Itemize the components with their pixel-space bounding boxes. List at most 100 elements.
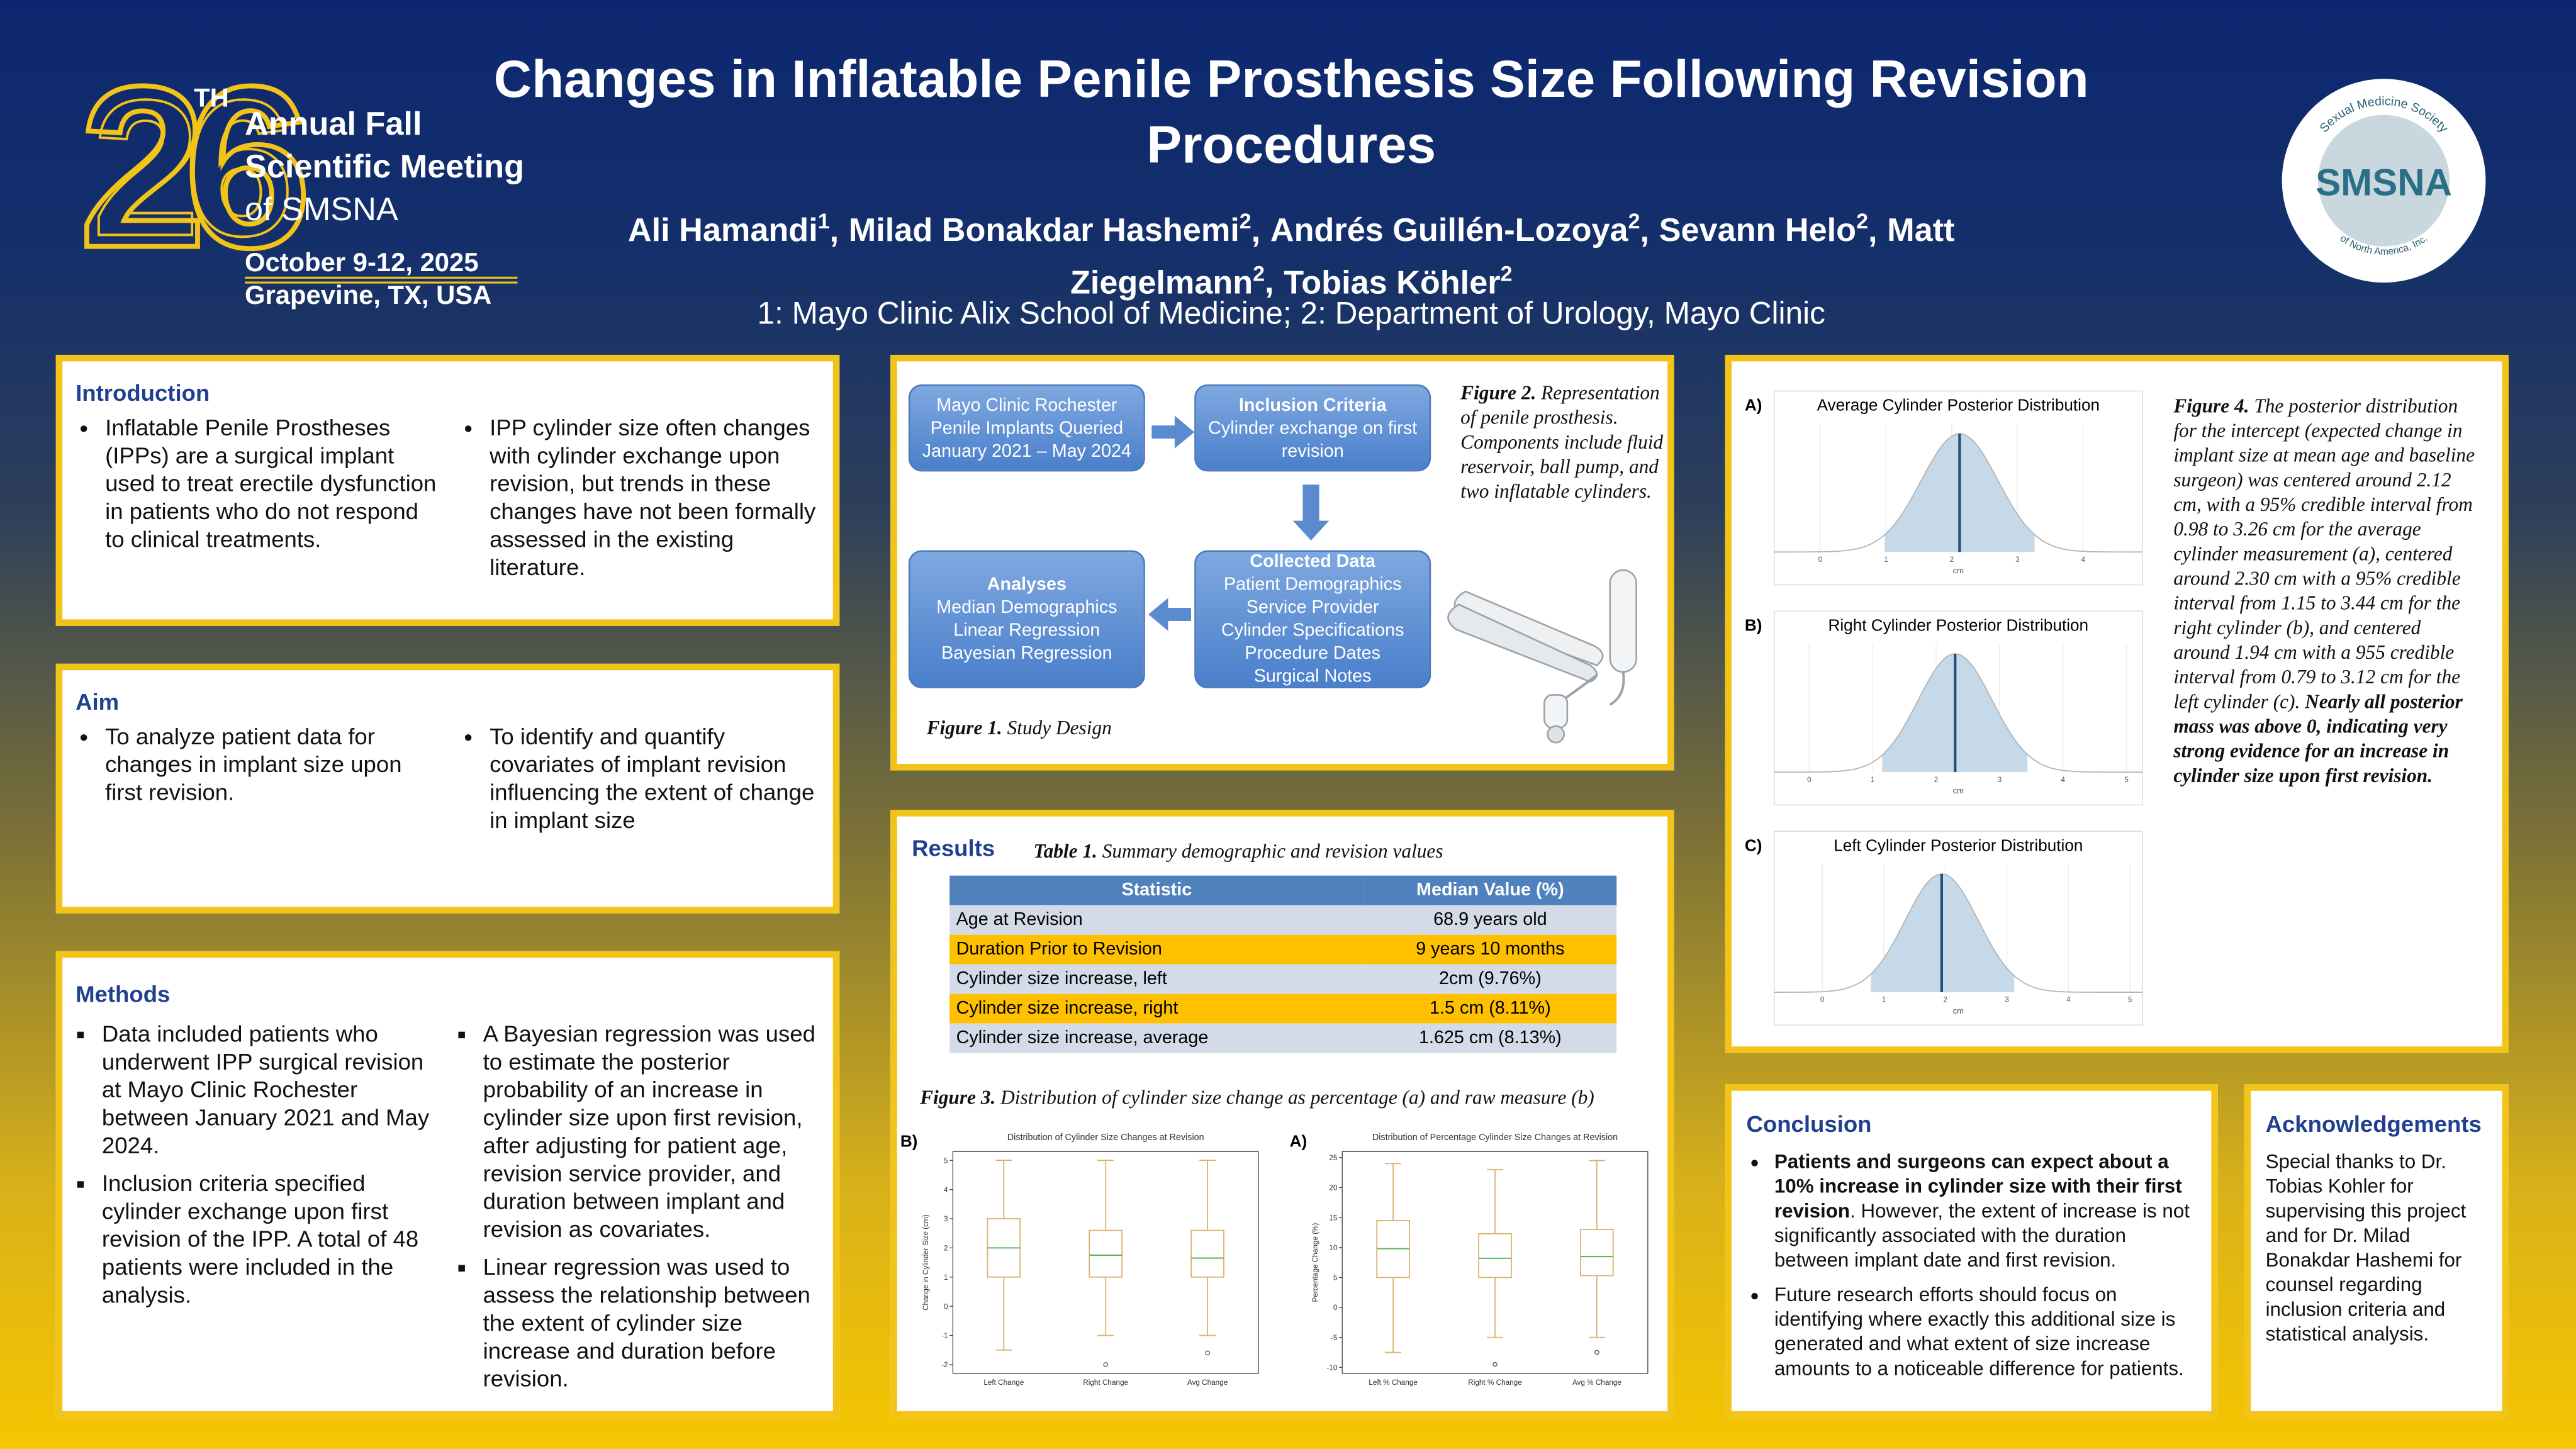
bullet: Inclusion criteria specified cylinder ex… [102, 1170, 437, 1309]
y-tick-label: -10 [1326, 1363, 1337, 1372]
caption-text: Study Design [1007, 716, 1112, 739]
x-tick-label: 1 [1882, 996, 1886, 1004]
table-row: Cylinder size increase, average 1.625 cm … [949, 1023, 1617, 1053]
y-tick-label: -2 [941, 1361, 948, 1369]
bullet: To identify and quantify covariates of i… [490, 723, 825, 835]
bullet-column: Patients and surgeons can expect about a… [1745, 1150, 2202, 1392]
x-tick-label: 2 [1934, 776, 1939, 784]
meeting-name: of SMSNA [245, 191, 398, 228]
arrow [1151, 415, 1195, 449]
x-axis-label: cm [1953, 1006, 1964, 1015]
density-plot: A) Average Cylinder Posterior Distributio… [1745, 390, 2143, 586]
author-affiliation: 2 [1253, 260, 1265, 286]
y-tick-label: 2 [944, 1245, 948, 1253]
conclusion-panel: Conclusion Patients and surgeons can exp… [1725, 1084, 2218, 1418]
bullet: IPP cylinder size often changes with cyl… [490, 414, 825, 581]
table-row: Age at Revision 68.9 years old [949, 905, 1617, 935]
y-tick-label: 5 [1333, 1274, 1338, 1282]
caption-emphasis: Nearly all posterior mass was above 0, i… [2173, 690, 2463, 787]
meeting-name: Scientific Meeting [245, 148, 524, 185]
bullet-column: IPP cylinder size often changes with cyl… [460, 414, 825, 591]
bullet-text: Future research efforts should focus on … [1774, 1283, 2184, 1380]
y-tick-label: 0 [944, 1302, 948, 1311]
author-name: Matt Ziegelmann [1070, 213, 1955, 301]
caption-text: Representation of penile prosthesis. Com… [1460, 381, 1664, 503]
density-curve [1774, 873, 2142, 993]
table-cell: Duration Prior to Revision [949, 934, 1364, 965]
density-plot: C) Left Cylinder Posterior Distribution 0 1… [1745, 831, 2143, 1026]
x-tick-label: 1 [1884, 556, 1888, 564]
x-tick-label: 5 [2128, 996, 2132, 1004]
flow-line: Patient Demographics [1223, 574, 1402, 595]
bullet-column: To identify and quantify covariates of i… [460, 723, 825, 844]
x-tick-label: 1 [1871, 776, 1875, 784]
x-tick-label: Right Change [1083, 1379, 1128, 1387]
author-name: Milad Bonakdar Hashemi [848, 213, 1240, 249]
flow-line: Mayo Clinic Rochester [936, 394, 1117, 415]
figure3-caption: Figure 3. Distribution of cylinder size … [920, 1086, 1594, 1111]
table-cell: Cylinder size increase, left [949, 964, 1364, 994]
x-tick-label: 2 [1944, 996, 1948, 1004]
author-name: Ali Hamandi [627, 213, 818, 249]
bullet-list: Patients and surgeons can expect about a… [1745, 1150, 2202, 1382]
section-heading: Introduction [76, 379, 210, 406]
bullet-column: Inflatable Penile Prostheses (IPPs) are … [76, 414, 440, 564]
flow-line: Surgical Notes [1253, 667, 1372, 687]
logo-acronym: SMSNA [2316, 162, 2452, 204]
author-affiliation: 1 [817, 208, 830, 233]
panel-label: A) [1290, 1131, 1308, 1150]
section-heading: Conclusion [1746, 1111, 1872, 1137]
table-row: Cylinder size increase, right 1.5 cm (8.1… [949, 993, 1617, 1024]
author-affiliation: 2 [1856, 208, 1868, 233]
table-cell: 9 years 10 months [1364, 934, 1617, 965]
panel-label: B) [1745, 616, 1762, 635]
acknowledgement-text: Special thanks to Dr. Tobias Kohler for … [2265, 1150, 2467, 1346]
x-tick-label: Left Change [983, 1379, 1024, 1387]
x-tick-label: 4 [2066, 996, 2071, 1004]
table-cell: 1.5 cm (8.11%) [1364, 993, 1617, 1024]
box [1478, 1233, 1512, 1278]
flow-line: Penile Implants Queried [930, 418, 1124, 438]
flow-line: Procedure Dates [1245, 644, 1380, 664]
flow-line: Bayesian Regression [941, 644, 1112, 664]
x-tick-label: 0 [1807, 776, 1812, 784]
affiliations: 1: Mayo Clinic Alix School of Medicine; … [757, 297, 1825, 332]
x-tick-label: 2 [1950, 556, 1954, 564]
flow-arrows [1148, 415, 1637, 744]
x-tick-label: 4 [2081, 556, 2085, 564]
bullet: Data included patients who underwent IPP… [102, 1020, 437, 1160]
flow-box: Mayo Clinic Rochester Penile Implants Que… [908, 384, 1145, 472]
bullet-column: A Bayesian regression was used to estima… [454, 1020, 825, 1402]
methods-panel: Methods Data included patients who under… [55, 951, 840, 1418]
outlier [1594, 1350, 1599, 1355]
box [1580, 1229, 1614, 1277]
chart-title: Distribution of Cylinder Size Changes at… [1007, 1133, 1204, 1143]
figure4-caption: Figure 4. The posterior distribution for… [2173, 394, 2475, 789]
outlier [1103, 1362, 1108, 1367]
panel-label: B) [900, 1131, 918, 1150]
flow-line: Cylinder Specifications [1221, 620, 1404, 641]
bullet-list: IPP cylinder size often changes with cyl… [460, 414, 825, 581]
flow-title: Analyses [987, 574, 1067, 595]
meeting-logo: 26 26 TH Annual Fall Scientific Meeting … [82, 41, 524, 310]
x-tick-label: 5 [2124, 776, 2129, 784]
authors: Ali Hamandi1, Milad Bonakdar Hashemi2, And… [493, 201, 2090, 305]
x-tick-label: 0 [1820, 996, 1825, 1004]
separator: , [1265, 265, 1274, 301]
x-tick-label: Avg Change [1187, 1379, 1228, 1387]
prosthesis-illustration [1447, 569, 1637, 744]
meeting-location: Grapevine, TX, USA [245, 280, 491, 310]
aim-panel: Aim To analyze patient data for changes … [55, 663, 840, 914]
x-tick-label: 0 [1818, 556, 1823, 564]
figure-label: Figure 4. [2173, 394, 2249, 418]
caption-text: The posterior distribution for the inter… [2173, 394, 2475, 713]
flow-line: Linear Regression [953, 620, 1100, 641]
y-tick-label: -1 [941, 1332, 948, 1340]
meeting-ordinal: TH [194, 83, 229, 113]
section-heading: Acknowledgements [2265, 1111, 2482, 1137]
author-name: Tobias Köhler [1284, 265, 1501, 301]
boxplot: A) Distribution of Percentage Cylinder Si… [1290, 1131, 1649, 1387]
flow-line: Median Demographics [936, 598, 1117, 618]
meeting-number-outline: 26 [92, 60, 289, 276]
logo-map [2318, 115, 2450, 247]
